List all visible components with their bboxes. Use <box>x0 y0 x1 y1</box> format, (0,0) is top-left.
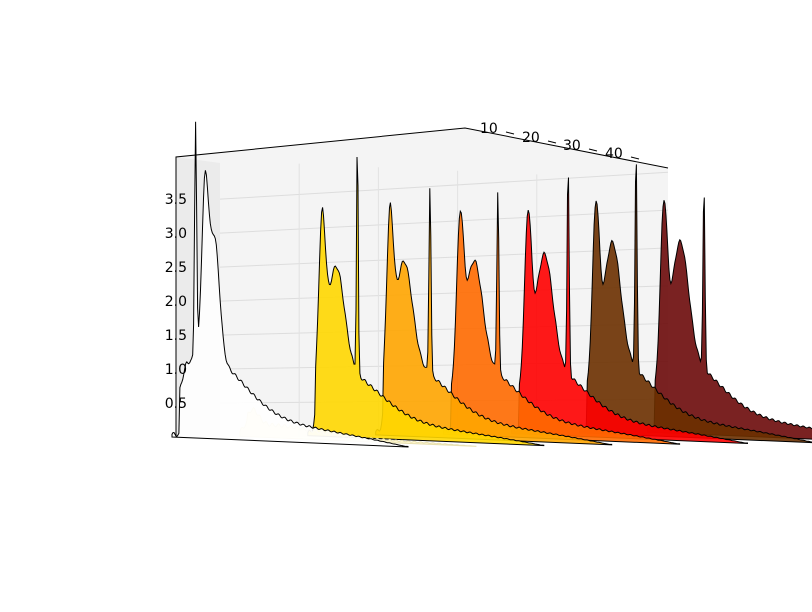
depth-tick-mark <box>505 131 515 135</box>
z-tick-label: 1.0 <box>165 362 187 378</box>
depth-tick-mark <box>588 148 598 152</box>
depth-tick-mark <box>547 140 557 144</box>
z-tick-label: 1.5 <box>165 328 187 344</box>
series-area-5 <box>511 177 748 445</box>
series-group <box>171 121 812 448</box>
series-area-2 <box>307 156 545 447</box>
depth-tick-mark <box>630 156 640 160</box>
series-area-3 <box>375 188 613 446</box>
z-tick-label: 3.5 <box>165 192 187 208</box>
series-area-6 <box>578 164 812 444</box>
depth-tick-label: 10 <box>480 121 498 137</box>
z-tick-label: 0.5 <box>165 396 187 412</box>
series-area-7 <box>646 197 812 440</box>
z-gridline <box>219 171 669 200</box>
z-tick-label: 2.0 <box>165 294 187 310</box>
series-area-0 <box>171 121 409 448</box>
z-tick-label: 3.0 <box>165 226 187 242</box>
depth-tick-label: 30 <box>563 138 581 154</box>
depth-tick-label: 20 <box>522 130 540 146</box>
z-gridline <box>219 209 669 234</box>
z-tick-label: 2.5 <box>165 260 187 276</box>
series-area-4 <box>443 192 681 445</box>
depth-tick-label: 40 <box>605 146 623 162</box>
tick-labels: 0.5 1.0 1.5 2.0 2.5 3.0 3.5 10 20 30 40 <box>165 121 640 412</box>
axis-frame <box>175 127 669 437</box>
